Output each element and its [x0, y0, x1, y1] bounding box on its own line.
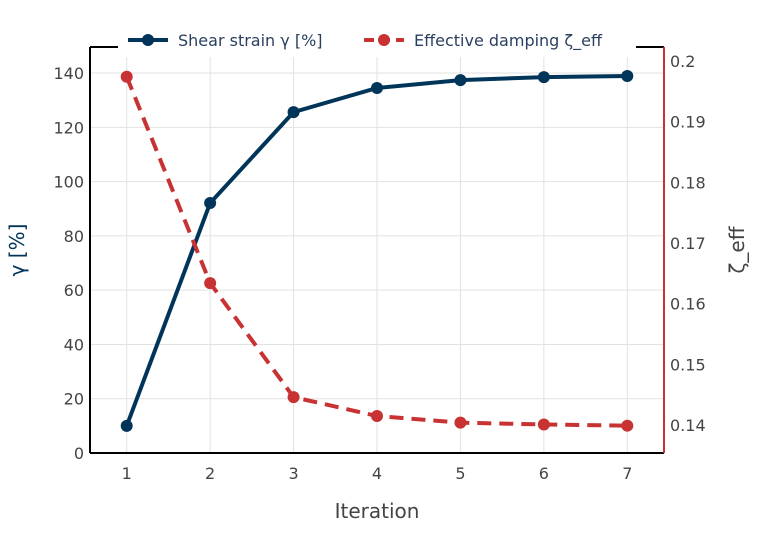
data-point-1-0: [120, 70, 133, 83]
data-point-1-1: [204, 277, 217, 290]
y-tick-label: 140: [53, 64, 84, 83]
y2-tick-label: 0.16: [670, 295, 706, 314]
y-tick-label: 120: [53, 118, 84, 137]
y2-tick-label: 0.14: [670, 416, 706, 435]
data-point-1-3: [371, 409, 383, 422]
x-tick-label: 3: [288, 464, 298, 483]
grid: [90, 47, 664, 454]
data-point-0-2: [287, 106, 300, 119]
legend-marker-strain: [142, 34, 154, 46]
legend-marker-damping: [378, 34, 390, 46]
data-point-0-1: [204, 197, 217, 210]
data-point-0-0: [120, 419, 133, 432]
x-tick-label: 6: [539, 464, 549, 483]
y2-tick-label: 0.19: [670, 113, 706, 132]
y-tick-label: 40: [64, 335, 84, 354]
x-tick-label: 7: [622, 464, 632, 483]
y2-tick-label: 0.18: [670, 173, 706, 192]
series-layer: [120, 70, 634, 432]
y-tick-label: 60: [64, 281, 84, 300]
y-tick-label: 80: [64, 227, 84, 246]
legend-background: [118, 27, 636, 57]
legend: Shear strain γ [%] Effective damping ζ_e…: [118, 27, 636, 57]
data-point-0-6: [621, 70, 634, 83]
tick-labels: 1 2 3 4 5 6 7 0 20 40 60 80 100 120 140 0.14 0.15 0.16 0.1…: [53, 52, 705, 483]
x-tick-label: 2: [205, 464, 215, 483]
y-tick-label: 0: [74, 444, 84, 463]
legend-label-strain[interactable]: Shear strain γ [%]: [178, 31, 323, 50]
x-tick-label: 1: [122, 464, 132, 483]
y-axis-title: γ [%]: [5, 224, 29, 277]
x-tick-label: 5: [455, 464, 465, 483]
x-tick-label: 4: [372, 464, 382, 483]
data-point-1-5: [537, 418, 550, 431]
x-axis-title: Iteration: [335, 499, 420, 523]
data-point-0-5: [537, 71, 550, 84]
y2-tick-label: 0.17: [670, 234, 706, 253]
y2-tick-label: 0.2: [670, 52, 695, 71]
data-point-0-4: [454, 74, 467, 87]
y2-axis-title: ζ_eff: [725, 225, 749, 273]
data-point-1-2: [287, 391, 300, 404]
legend-label-damping[interactable]: Effective damping ζ_eff: [414, 31, 603, 51]
y-tick-label: 100: [53, 173, 84, 192]
y-tick-label: 20: [64, 390, 84, 409]
data-point-1-6: [621, 419, 634, 432]
data-point-1-4: [454, 416, 467, 429]
data-point-0-3: [371, 81, 383, 94]
y2-tick-label: 0.15: [670, 355, 706, 374]
